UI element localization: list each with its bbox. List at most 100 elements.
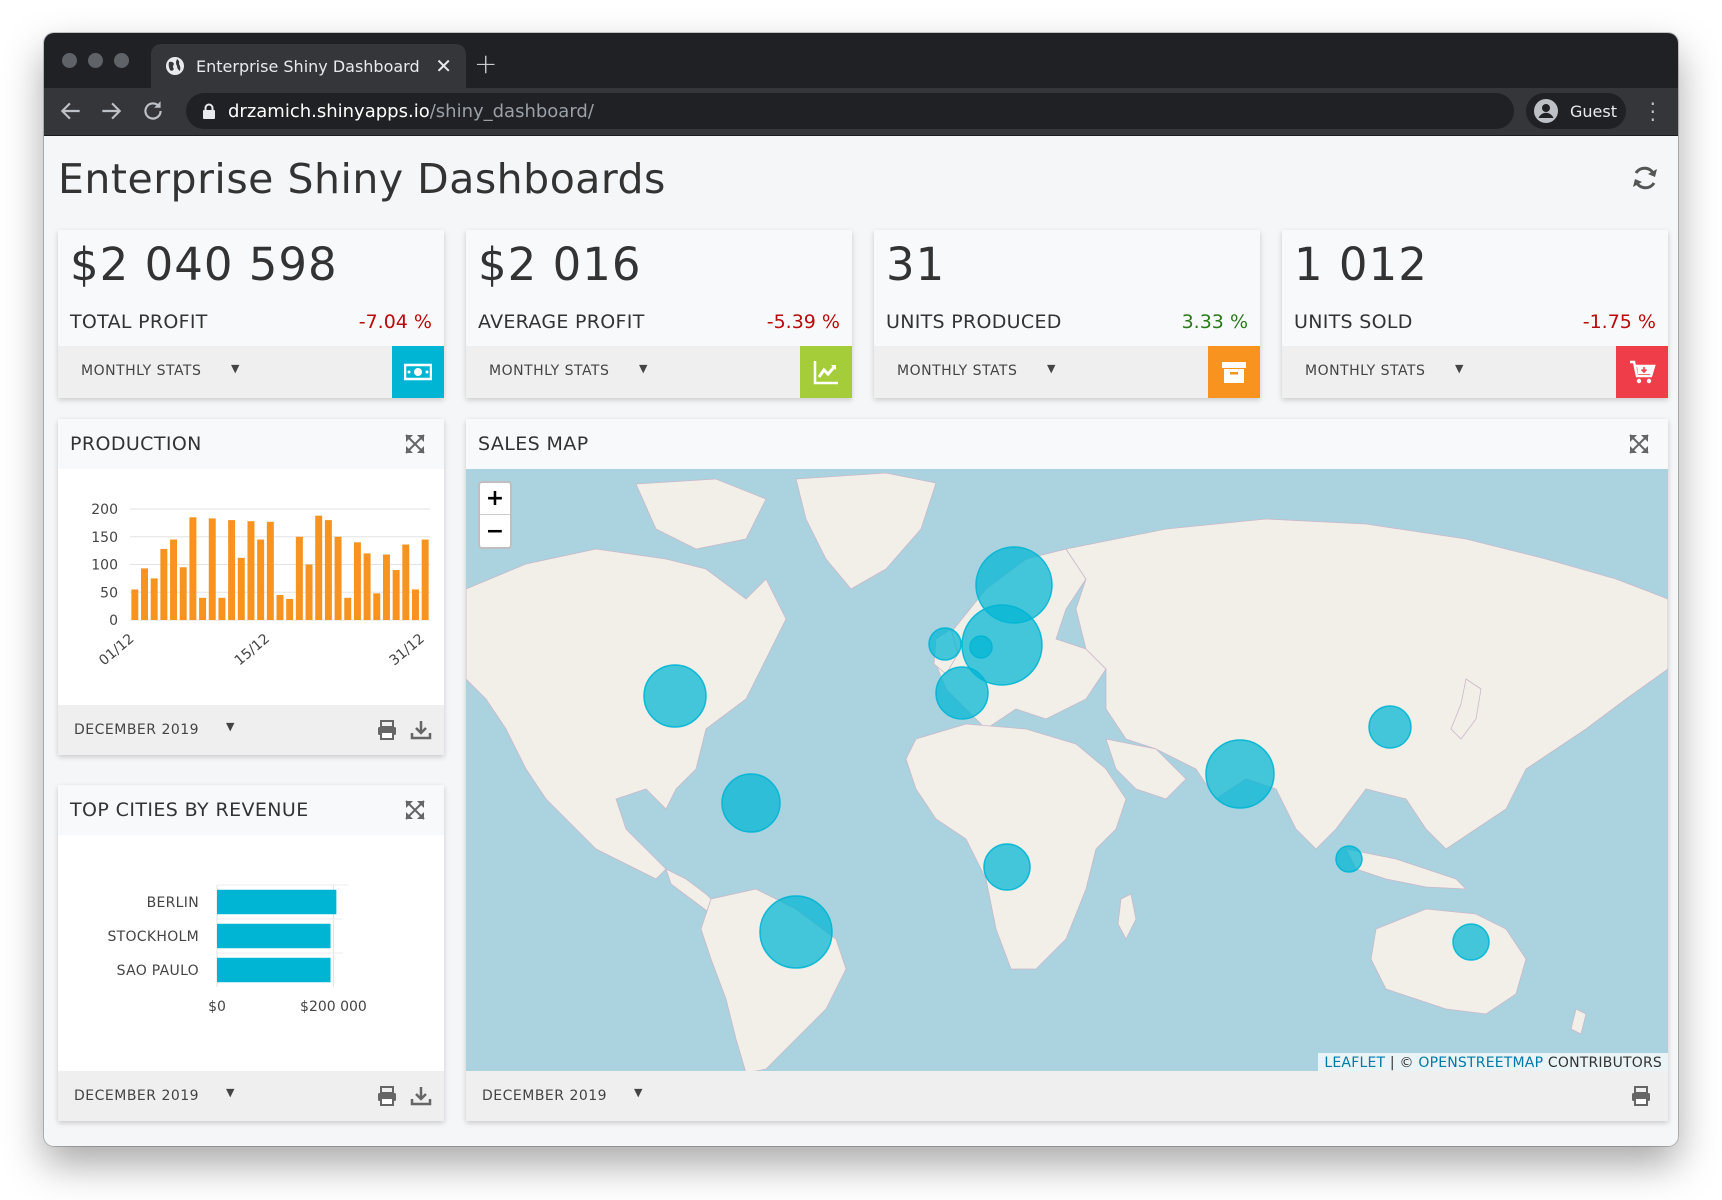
monthly-stats-dropdown[interactable]: MONTHLY STATS bbox=[897, 363, 1018, 379]
production-bar[interactable] bbox=[131, 589, 139, 620]
production-bar[interactable] bbox=[315, 515, 323, 620]
monthly-stats-dropdown[interactable]: MONTHLY STATS bbox=[1305, 363, 1426, 379]
close-window-button[interactable] bbox=[62, 53, 77, 68]
sales-map[interactable]: + − LEAFLET | © OPENSTREETMAP CONTRIBUTO… bbox=[466, 469, 1668, 1073]
zoom-out-button[interactable]: − bbox=[485, 518, 505, 544]
production-bar[interactable] bbox=[382, 554, 390, 620]
print-icon[interactable] bbox=[376, 1085, 398, 1107]
panel-footer: DECEMBER 2019 ▼ bbox=[466, 1071, 1668, 1121]
production-bar[interactable] bbox=[247, 521, 255, 620]
period-dropdown[interactable]: DECEMBER 2019 bbox=[74, 722, 200, 738]
production-bar[interactable] bbox=[237, 557, 245, 620]
sales-bubble-paris[interactable] bbox=[969, 635, 993, 659]
production-bar[interactable] bbox=[324, 520, 332, 620]
production-bar[interactable] bbox=[334, 536, 342, 620]
profile-button[interactable]: Guest bbox=[1526, 93, 1626, 129]
sales-bubble-london[interactable] bbox=[928, 627, 962, 661]
production-bar[interactable] bbox=[344, 597, 352, 620]
production-panel: PRODUCTION 0 50 100 150 200 01/12 15/12 31/12 D… bbox=[58, 419, 444, 755]
production-bar[interactable] bbox=[412, 589, 419, 620]
production-bar[interactable] bbox=[179, 567, 187, 620]
world-map[interactable] bbox=[466, 469, 1668, 1073]
back-icon[interactable] bbox=[58, 98, 84, 124]
chevron-down-icon[interactable]: ▼ bbox=[639, 362, 648, 375]
period-dropdown[interactable]: DECEMBER 2019 bbox=[482, 1088, 608, 1104]
expand-icon[interactable] bbox=[1628, 433, 1650, 455]
sales-bubble-sydney[interactable] bbox=[1452, 923, 1490, 961]
browser-tab[interactable]: Enterprise Shiny Dashboard ✕ bbox=[151, 44, 466, 88]
leaflet-link[interactable]: LEAFLET bbox=[1324, 1055, 1386, 1071]
sales-bubble-berlin[interactable] bbox=[961, 604, 1043, 686]
production-bar[interactable] bbox=[286, 598, 294, 620]
new-tab-button[interactable]: + bbox=[474, 47, 498, 80]
maximize-window-button[interactable] bbox=[114, 53, 129, 68]
production-bar[interactable] bbox=[208, 518, 216, 620]
production-bar[interactable] bbox=[141, 568, 148, 620]
production-bar[interactable] bbox=[170, 539, 178, 620]
profile-name: Guest bbox=[1570, 101, 1617, 121]
chevron-down-icon[interactable]: ▼ bbox=[1455, 362, 1464, 375]
australia-landmass bbox=[1370, 908, 1527, 1015]
zoom-in-button[interactable]: + bbox=[480, 483, 510, 515]
sales-bubble-kinshasa[interactable] bbox=[983, 843, 1031, 891]
production-bar[interactable] bbox=[295, 536, 303, 620]
refresh-icon[interactable] bbox=[1630, 163, 1660, 193]
minimize-window-button[interactable] bbox=[88, 53, 103, 68]
sales-bubble-mumbai[interactable] bbox=[1205, 739, 1275, 809]
menu-icon[interactable]: · · · bbox=[1649, 92, 1656, 132]
production-bar[interactable] bbox=[402, 544, 410, 620]
sales-bubble-sao-paulo[interactable] bbox=[759, 895, 833, 969]
production-bar[interactable] bbox=[150, 578, 158, 620]
north-america-landmass bbox=[466, 548, 787, 880]
print-icon[interactable] bbox=[1630, 1085, 1652, 1107]
production-bar[interactable] bbox=[266, 521, 274, 620]
expand-icon[interactable] bbox=[404, 799, 426, 821]
chevron-down-icon[interactable]: ▼ bbox=[231, 362, 240, 375]
production-bar[interactable] bbox=[160, 548, 168, 620]
chevron-down-icon[interactable]: ▼ bbox=[634, 1086, 643, 1099]
production-bar[interactable] bbox=[421, 539, 429, 620]
sales-bubble-jakarta[interactable] bbox=[1335, 845, 1363, 873]
page-title: Enterprise Shiny Dashboards bbox=[58, 155, 666, 203]
y-tick-label: 50 bbox=[100, 585, 118, 601]
forward-icon[interactable] bbox=[98, 98, 124, 124]
chevron-down-icon[interactable]: ▼ bbox=[1047, 362, 1056, 375]
address-bar[interactable]: drzamich.shinyapps.io/shiny_dashboard/ bbox=[186, 93, 1514, 129]
kpi-label: UNITS SOLD bbox=[1294, 311, 1413, 333]
production-bar[interactable] bbox=[363, 553, 371, 620]
panel-header: SALES MAP bbox=[466, 419, 1668, 469]
production-bar[interactable] bbox=[305, 564, 313, 621]
osm-link[interactable]: OPENSTREETMAP bbox=[1418, 1055, 1544, 1071]
production-bar[interactable] bbox=[189, 517, 197, 620]
chevron-down-icon[interactable]: ▼ bbox=[226, 1086, 235, 1099]
production-bar[interactable] bbox=[373, 593, 381, 620]
expand-icon[interactable] bbox=[404, 433, 426, 455]
production-bar[interactable] bbox=[392, 570, 400, 620]
sales-bubble-madrid[interactable] bbox=[935, 666, 989, 720]
reload-icon[interactable] bbox=[140, 98, 166, 124]
download-icon[interactable] bbox=[410, 1085, 432, 1107]
sales-bubble-chicago[interactable] bbox=[643, 664, 707, 728]
production-bar[interactable] bbox=[276, 595, 284, 620]
period-dropdown[interactable]: DECEMBER 2019 bbox=[74, 1088, 200, 1104]
download-icon[interactable] bbox=[410, 719, 432, 741]
monthly-stats-dropdown[interactable]: MONTHLY STATS bbox=[489, 363, 610, 379]
sales-bubble-caracas[interactable] bbox=[721, 773, 781, 833]
production-bar[interactable] bbox=[353, 542, 361, 620]
city-revenue-bar[interactable] bbox=[217, 889, 337, 915]
production-bar[interactable] bbox=[228, 520, 236, 620]
panel-header: PRODUCTION bbox=[58, 419, 444, 469]
city-revenue-bar[interactable] bbox=[217, 957, 331, 983]
kpi-footer: MONTHLY STATS ▼ bbox=[58, 346, 444, 398]
chevron-down-icon[interactable]: ▼ bbox=[226, 720, 235, 733]
close-tab-icon[interactable]: ✕ bbox=[435, 54, 452, 78]
production-bar[interactable] bbox=[199, 597, 207, 620]
money-icon bbox=[392, 346, 444, 398]
production-bar[interactable] bbox=[218, 597, 226, 620]
japan-landmass bbox=[1450, 678, 1482, 740]
sales-bubble-shanghai[interactable] bbox=[1368, 705, 1412, 749]
production-bar[interactable] bbox=[257, 539, 265, 620]
monthly-stats-dropdown[interactable]: MONTHLY STATS bbox=[81, 363, 202, 379]
city-revenue-bar[interactable] bbox=[217, 923, 331, 949]
print-icon[interactable] bbox=[376, 719, 398, 741]
